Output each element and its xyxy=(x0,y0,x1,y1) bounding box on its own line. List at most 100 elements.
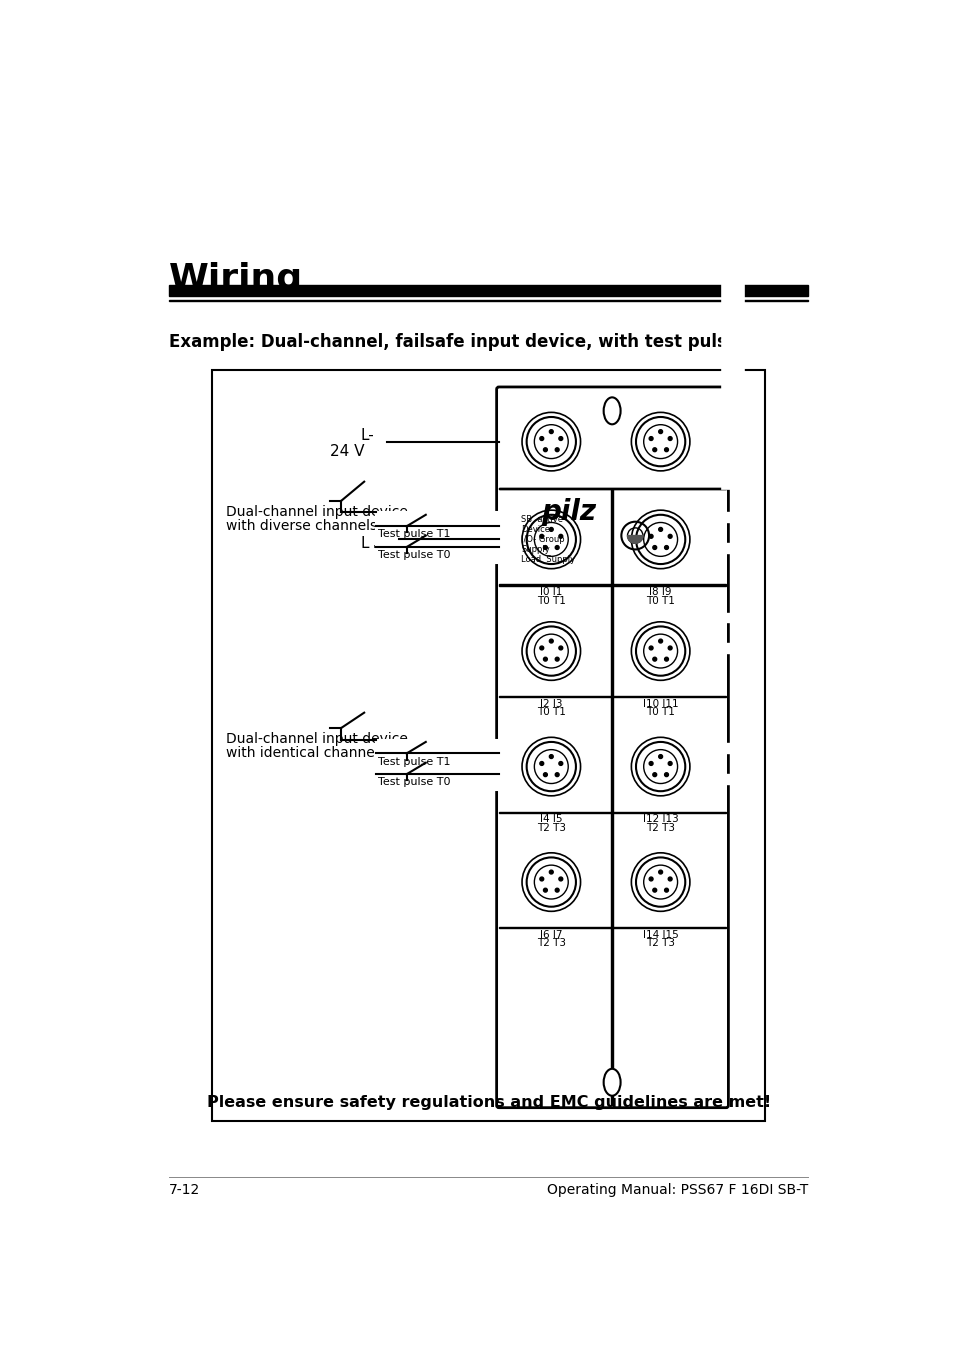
Ellipse shape xyxy=(603,397,620,424)
Bar xyxy=(721,612,731,621)
Text: L+: L+ xyxy=(360,535,381,551)
Circle shape xyxy=(652,773,656,777)
Circle shape xyxy=(539,535,543,538)
Circle shape xyxy=(558,646,562,650)
Circle shape xyxy=(521,511,580,569)
Text: I12 I13: I12 I13 xyxy=(642,815,678,824)
Text: T2 T3: T2 T3 xyxy=(645,823,675,832)
Circle shape xyxy=(631,621,689,681)
Circle shape xyxy=(558,877,562,881)
Circle shape xyxy=(555,447,558,451)
Circle shape xyxy=(658,430,662,434)
Circle shape xyxy=(521,852,580,912)
Circle shape xyxy=(558,535,562,538)
Circle shape xyxy=(555,888,558,892)
Bar xyxy=(721,543,731,553)
Text: T0 T1: T0 T1 xyxy=(645,708,675,717)
Bar xyxy=(508,557,518,562)
Circle shape xyxy=(631,511,689,569)
Circle shape xyxy=(631,852,689,912)
Circle shape xyxy=(539,646,543,650)
Circle shape xyxy=(555,773,558,777)
Bar xyxy=(508,538,518,543)
Text: Example: Dual-channel, failsafe input device, with test pulse: Example: Dual-channel, failsafe input de… xyxy=(170,334,738,351)
Circle shape xyxy=(543,657,547,661)
Text: Load  Supply: Load Supply xyxy=(520,555,575,563)
Circle shape xyxy=(521,412,580,471)
Text: T0 T1: T0 T1 xyxy=(537,708,565,717)
Circle shape xyxy=(549,430,553,434)
Text: Please ensure safety regulations and EMC guidelines are met!: Please ensure safety regulations and EMC… xyxy=(207,1094,770,1109)
Text: SB  active: SB active xyxy=(520,515,562,524)
Circle shape xyxy=(549,639,553,643)
Circle shape xyxy=(664,447,668,451)
Circle shape xyxy=(667,762,671,766)
Wedge shape xyxy=(627,535,642,543)
Circle shape xyxy=(539,436,543,440)
Bar xyxy=(508,517,518,523)
Circle shape xyxy=(631,738,689,796)
Circle shape xyxy=(521,621,580,681)
Text: 7-12: 7-12 xyxy=(170,1183,200,1197)
Text: pilz: pilz xyxy=(540,499,596,527)
Bar xyxy=(368,535,398,544)
Circle shape xyxy=(664,657,668,661)
Text: L-: L- xyxy=(360,428,374,443)
Circle shape xyxy=(543,546,547,550)
Bar xyxy=(375,512,498,562)
Text: Test pulse T1: Test pulse T1 xyxy=(377,757,450,766)
Text: I2 I3: I2 I3 xyxy=(539,698,562,709)
Circle shape xyxy=(664,546,668,550)
Circle shape xyxy=(664,888,668,892)
Bar xyxy=(508,527,518,532)
Circle shape xyxy=(652,657,656,661)
Bar xyxy=(375,739,498,790)
Circle shape xyxy=(667,646,671,650)
Text: I4 I5: I4 I5 xyxy=(539,815,562,824)
Bar xyxy=(721,743,731,753)
Bar xyxy=(170,285,807,296)
Text: 24 V: 24 V xyxy=(329,444,364,459)
Circle shape xyxy=(539,762,543,766)
Circle shape xyxy=(539,877,543,881)
Circle shape xyxy=(558,436,562,440)
Circle shape xyxy=(521,738,580,796)
Circle shape xyxy=(658,755,662,758)
Text: Wiring: Wiring xyxy=(170,262,303,296)
Text: T0 T1: T0 T1 xyxy=(645,596,675,605)
Text: Device: Device xyxy=(520,526,550,534)
Text: I0 I1: I0 I1 xyxy=(539,588,562,597)
Bar xyxy=(213,370,764,1121)
Circle shape xyxy=(658,639,662,643)
Bar xyxy=(721,774,731,784)
Text: I6 I7: I6 I7 xyxy=(539,929,562,940)
Text: Dual-channel input device: Dual-channel input device xyxy=(225,505,407,519)
Circle shape xyxy=(648,877,653,881)
Circle shape xyxy=(652,888,656,892)
Bar xyxy=(721,643,731,653)
Circle shape xyxy=(631,412,689,471)
Text: Operating Manual: PSS67 F 16DI SB-T: Operating Manual: PSS67 F 16DI SB-T xyxy=(547,1183,807,1197)
Text: Test pulse T1: Test pulse T1 xyxy=(377,530,450,539)
Circle shape xyxy=(555,657,558,661)
Bar xyxy=(508,547,518,553)
Circle shape xyxy=(549,527,553,531)
Circle shape xyxy=(658,527,662,531)
Text: I/O- Group: I/O- Group xyxy=(520,535,564,544)
FancyBboxPatch shape xyxy=(497,386,728,1108)
Text: with diverse channels: with diverse channels xyxy=(225,519,376,532)
Text: T2 T3: T2 T3 xyxy=(645,939,675,948)
Bar xyxy=(721,170,743,489)
Text: T2 T3: T2 T3 xyxy=(537,939,565,948)
Text: I14 I15: I14 I15 xyxy=(642,929,678,940)
Circle shape xyxy=(664,773,668,777)
Circle shape xyxy=(667,436,671,440)
Circle shape xyxy=(667,877,671,881)
Text: Test pulse T0: Test pulse T0 xyxy=(377,550,450,561)
Circle shape xyxy=(543,447,547,451)
Circle shape xyxy=(652,447,656,451)
Text: Test pulse T0: Test pulse T0 xyxy=(377,777,450,788)
Circle shape xyxy=(658,870,662,874)
Circle shape xyxy=(549,870,553,874)
Bar xyxy=(611,489,612,1105)
